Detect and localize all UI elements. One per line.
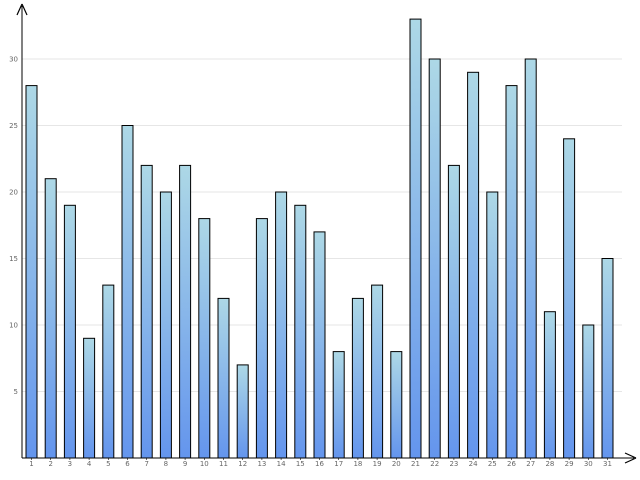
x-tick-label: 16: [315, 460, 324, 468]
x-tick-label: 13: [257, 460, 266, 468]
bar: [428, 58, 441, 459]
x-tick-label: 29: [565, 460, 574, 468]
x-tick-label: 27: [526, 460, 535, 468]
x-tick-label: 26: [507, 460, 516, 468]
x-tick-label: 7: [144, 460, 148, 468]
bar: [217, 297, 230, 459]
x-tick-label: 18: [353, 460, 362, 468]
x-tick-label: 12: [238, 460, 247, 468]
x-tick-label: 14: [277, 460, 286, 468]
bar: [582, 324, 595, 459]
bar: [351, 297, 364, 459]
x-axis-arrow-icon: [624, 452, 637, 464]
bars: [25, 18, 614, 459]
x-tick-label: 23: [449, 460, 458, 468]
bar: [505, 85, 518, 459]
x-tick-label: 9: [183, 460, 187, 468]
y-tick-label: 5: [14, 388, 18, 396]
x-tick-label: 24: [469, 460, 478, 468]
bar: [121, 125, 134, 459]
x-tick-label: 4: [87, 460, 92, 468]
x-tick-label: 22: [430, 460, 439, 468]
x-tick-label: 30: [584, 460, 593, 468]
bar: [447, 164, 460, 459]
bar: [409, 18, 422, 459]
x-tick-label: 25: [488, 460, 497, 468]
bar: [255, 218, 268, 459]
x-tick-label: 10: [200, 460, 209, 468]
bar: [140, 164, 153, 459]
x-tick-label: 11: [219, 460, 228, 468]
bar: [601, 258, 614, 459]
x-tick-label: 1: [29, 460, 33, 468]
bar: [543, 311, 556, 459]
x-tick-label: 31: [603, 460, 612, 468]
x-tick-label: 20: [392, 460, 401, 468]
bar: [563, 138, 576, 459]
bar: [198, 218, 211, 459]
bar: [236, 364, 249, 459]
y-tick-label: 15: [9, 255, 18, 263]
bar: [159, 191, 172, 459]
y-axis-arrow-icon: [16, 3, 28, 16]
bar: [524, 58, 537, 459]
x-tick-label: 3: [68, 460, 72, 468]
bar: [179, 164, 192, 459]
y-tick-label: 25: [9, 122, 18, 130]
x-tick-label: 2: [48, 460, 52, 468]
x-tick-label: 19: [373, 460, 382, 468]
bar: [332, 351, 345, 459]
bar: [44, 178, 57, 459]
bar: [294, 204, 307, 459]
axes: [16, 3, 637, 464]
bar: [63, 204, 76, 459]
x-tick-label: 15: [296, 460, 305, 468]
y-tick-label: 30: [9, 56, 18, 64]
y-tick-label: 20: [9, 189, 18, 197]
x-tick-label: 5: [106, 460, 110, 468]
bar: [25, 85, 38, 459]
y-tick-label: 10: [9, 322, 18, 330]
x-tick-label: 8: [164, 460, 168, 468]
bar: [83, 337, 96, 459]
x-tick-label: 28: [545, 460, 554, 468]
x-tick-label: 21: [411, 460, 420, 468]
bar: [313, 231, 326, 459]
x-tick-label: 17: [334, 460, 343, 468]
bar: [486, 191, 499, 459]
bar: [275, 191, 288, 459]
bar: [390, 351, 403, 459]
bar: [371, 284, 384, 459]
x-tick-label: 6: [125, 460, 130, 468]
bar: [102, 284, 115, 459]
bar: [467, 71, 480, 459]
